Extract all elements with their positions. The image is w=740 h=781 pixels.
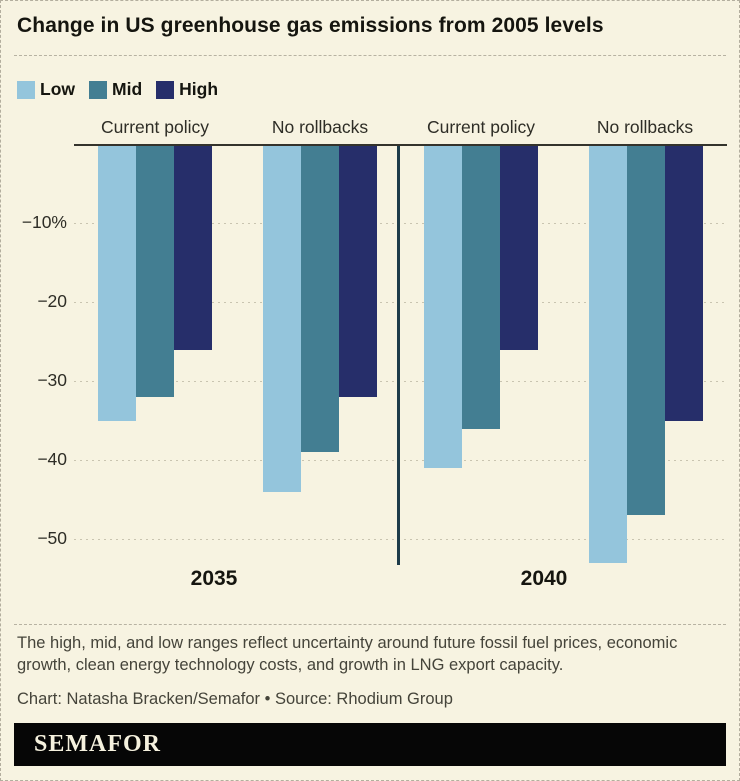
bar-2035-current-policy-mid [136,145,174,397]
bar-2040-no-rollbacks-low [589,145,627,563]
y-axis-tick-label-30: −30 [37,370,67,390]
bar-2035-no-rollbacks-high [339,145,377,397]
credit-text: Chart: Natasha Bracken/Semafor • Source:… [17,690,453,708]
axis-baseline [74,144,727,146]
bar-2040-current-policy-mid [462,145,500,429]
scenario-header-2040-no-rollbacks: No rollbacks [596,117,694,137]
bar-2035-no-rollbacks-mid [301,145,339,452]
year-label-2035: 2035 [190,567,238,590]
legend-label-high: High [179,79,219,99]
scenario-header-2035-current-policy: Current policy [101,117,209,137]
bar-2040-no-rollbacks-high [665,145,703,421]
bar-2040-current-policy-low [424,145,462,468]
legend-item-mid: Mid [89,79,142,100]
legend-item-high: High [156,79,218,100]
scenario-header-2040-current-policy: Current policy [427,117,535,137]
bar-2040-current-policy-high [500,145,538,350]
bar-2035-current-policy-high [174,145,212,350]
gridline-30 [74,381,727,382]
scenario-header-2035-no-rollbacks: No rollbacks [271,117,369,137]
legend-swatch-high [156,80,175,99]
gridline-10 [74,223,727,224]
gridline-20 [74,302,727,303]
year-divider-line [397,145,400,565]
year-label-2040: 2040 [520,567,568,590]
legend-swatch-low [17,80,35,99]
footnote-text: The high, mid, and low ranges reflect un… [17,634,678,674]
y-axis-tick-label-10: −10% [21,212,67,232]
gridline-40 [74,460,727,461]
gridline-50 [74,539,727,540]
bar-2035-no-rollbacks-low [263,145,301,492]
footnote-separator [14,624,726,625]
bar-2035-current-policy-low [98,145,136,421]
legend: Low Mid High [17,79,218,100]
y-axis-tick-label-20: −20 [37,291,67,311]
title-separator [14,55,726,56]
legend-swatch-mid [89,80,107,99]
legend-label-low: Low [40,79,75,99]
legend-item-low: Low [17,79,75,100]
logo-bar: SEMAFOR [14,723,726,766]
page-title: Change in US greenhouse gas emissions fr… [17,14,604,37]
semafor-logo: SEMAFOR [34,731,161,757]
bar-2040-no-rollbacks-mid [627,145,665,515]
y-axis-tick-label-40: −40 [37,449,67,469]
y-axis-tick-label-50: −50 [37,528,67,548]
legend-label-mid: Mid [112,79,143,99]
